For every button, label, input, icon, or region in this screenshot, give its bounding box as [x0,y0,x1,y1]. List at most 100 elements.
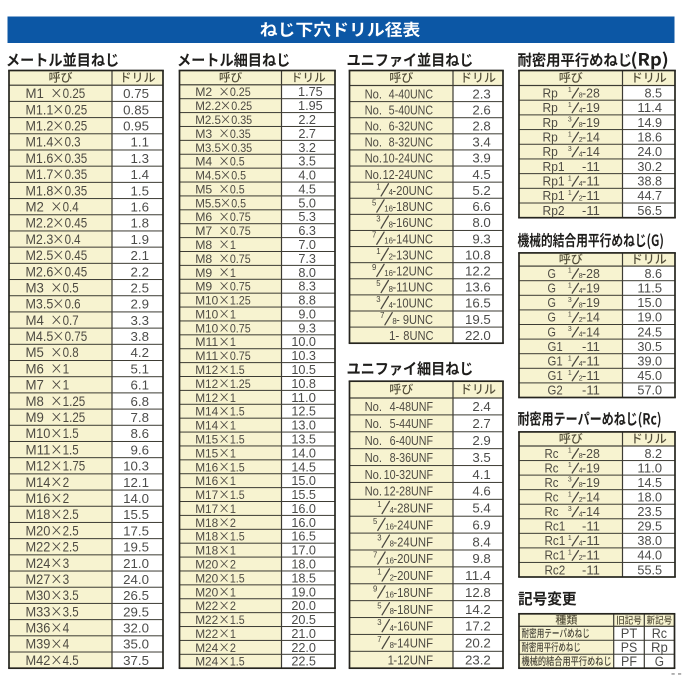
svg-text:M11: M11 [195,335,218,349]
svg-text:44.7: 44.7 [637,189,662,203]
svg-text:8.4: 8.4 [472,534,490,549]
svg-text:4.1: 4.1 [472,467,490,482]
svg-text:M10: M10 [195,321,218,335]
svg-text:No.: No. [365,484,382,499]
svg-text:1.5: 1.5 [131,183,149,198]
svg-text:5: 5 [377,601,382,610]
svg-text:12.5: 12.5 [291,405,316,419]
svg-text:-28UNF: -28UNF [396,484,433,499]
svg-text:4: 4 [579,288,583,295]
svg-text:1.5: 1.5 [63,442,79,457]
svg-text:7: 7 [380,311,384,320]
svg-text:2: 2 [579,375,583,382]
svg-text:M8: M8 [195,238,212,252]
svg-text:-48UNF: -48UNF [396,399,433,414]
svg-text:2.1: 2.1 [131,248,149,263]
svg-text:1.5: 1.5 [63,426,79,441]
svg-text:G: G [548,325,556,339]
svg-text:M1.8: M1.8 [26,183,54,198]
svg-text:19.5: 19.5 [465,312,491,327]
svg-text:M27: M27 [26,572,51,587]
svg-text:22.5: 22.5 [291,655,316,669]
svg-text:1.25: 1.25 [230,294,251,308]
svg-text:1.4: 1.4 [131,167,149,182]
svg-text:Rp: Rp [651,640,668,655]
svg-text:2.5: 2.5 [63,507,79,522]
svg-text:-11: -11 [582,549,600,563]
svg-text:M7: M7 [26,378,44,393]
svg-text:16: 16 [385,556,394,565]
svg-text:5.0: 5.0 [298,196,316,210]
svg-text:1: 1 [377,500,381,509]
svg-text:M5: M5 [26,345,44,360]
svg-text:-24UNF: -24UNF [393,517,433,532]
svg-text:Rp: Rp [543,145,558,159]
svg-text:Rp: Rp [543,130,558,144]
svg-text:Rc: Rc [545,461,559,475]
svg-text:19.0: 19.0 [291,585,316,599]
svg-text:M36: M36 [26,621,51,636]
svg-text:24.0: 24.0 [637,145,662,159]
svg-text:2.5: 2.5 [63,540,79,555]
svg-text:-19: -19 [582,101,600,115]
svg-text:-11: -11 [582,340,600,354]
svg-text:2: 2 [579,317,583,324]
svg-text:3: 3 [568,326,572,333]
svg-text:13.6: 13.6 [465,280,491,295]
svg-text:55.5: 55.5 [637,563,662,577]
svg-text:16: 16 [384,269,393,278]
svg-text:Rc: Rc [545,476,559,490]
svg-text:2.8: 2.8 [472,119,490,134]
svg-text:1.5: 1.5 [230,432,245,446]
svg-text:M20: M20 [195,585,218,599]
svg-text:10.3: 10.3 [123,459,149,474]
svg-text:Rc1: Rc1 [545,549,566,563]
svg-text:2.2: 2.2 [131,264,149,279]
svg-text:M10: M10 [195,294,218,308]
svg-text:M8: M8 [26,394,44,409]
svg-text:G: G [548,296,556,310]
svg-text:-11: -11 [582,520,600,534]
svg-text:0.4: 0.4 [63,199,79,214]
svg-text:PT: PT [621,626,638,641]
svg-text:M10: M10 [195,307,218,321]
svg-text:Rp2: Rp2 [543,204,565,218]
svg-text:M9: M9 [26,410,44,425]
svg-text:23.2: 23.2 [465,653,491,668]
svg-text:4.5: 4.5 [63,653,79,668]
svg-text:20.0: 20.0 [291,599,316,613]
svg-text:1: 1 [568,282,572,289]
svg-text:6.1: 6.1 [131,378,149,393]
svg-text:0.75: 0.75 [230,252,251,266]
svg-text:M2.6: M2.6 [26,264,54,279]
svg-text:-44UNF: -44UNF [396,416,433,431]
svg-text:0.6: 0.6 [65,297,81,312]
svg-text:16: 16 [384,204,393,213]
svg-text:8: 8 [390,607,394,616]
svg-text:5: 5 [376,279,381,288]
svg-text:4: 4 [63,637,70,652]
svg-text:2.3: 2.3 [472,86,490,101]
svg-text:-14: -14 [582,145,600,159]
svg-text:3.5: 3.5 [298,155,316,169]
svg-text:1.95: 1.95 [298,99,323,113]
svg-text:-11: -11 [582,384,600,398]
svg-text:M12: M12 [195,363,218,377]
svg-text:Rp: Rp [543,101,558,115]
svg-text:Rp: Rp [543,86,558,100]
svg-text:G1: G1 [548,340,563,354]
svg-text:8.6: 8.6 [644,267,662,281]
svg-text:-18UNF: -18UNF [393,602,433,617]
svg-text:M1: M1 [26,86,44,101]
svg-text:6.6: 6.6 [472,199,490,214]
svg-text:G1: G1 [548,369,563,383]
svg-text:No.: No. [365,151,382,166]
svg-text:1.25: 1.25 [230,377,251,391]
svg-text:0.25: 0.25 [63,86,86,101]
svg-text:-32UNC: -32UNC [395,135,434,150]
svg-text:G: G [548,282,556,296]
svg-text:-14: -14 [582,505,600,519]
svg-text:0.45: 0.45 [65,264,88,279]
svg-text:-11: -11 [582,204,600,218]
svg-text:32.0: 32.0 [123,621,149,636]
